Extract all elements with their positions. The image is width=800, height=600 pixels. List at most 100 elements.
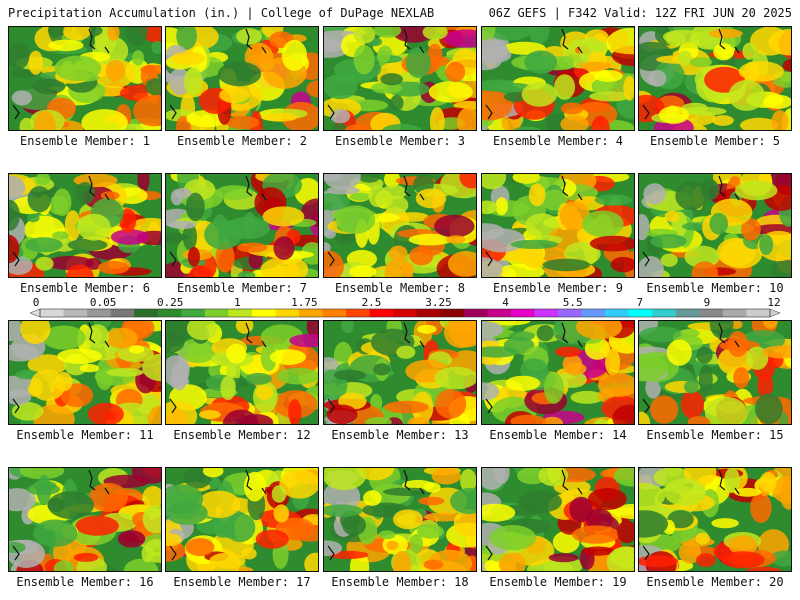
colorbar-swatch [393,309,418,317]
member-caption: Ensemble Member: 11 [16,428,154,442]
colorbar-swatch [534,309,559,317]
colorbar-tick-label: 1.75 [291,297,318,309]
ensemble-panel: Ensemble Member: 12 [165,320,319,445]
ensemble-panel: Ensemble Member: 5 [638,26,792,151]
colorbar-swatch [40,309,65,317]
precip-map [481,320,635,425]
precip-map [638,26,792,131]
colorbar-swatch [369,309,394,317]
member-caption: Ensemble Member: 4 [492,134,624,148]
ensemble-panel: Ensemble Member: 20 [638,467,792,592]
colorbar-swatch [228,309,253,317]
precip-map [165,26,319,131]
colorbar-tick-label: 7 [636,297,643,309]
member-caption: Ensemble Member: 20 [646,575,784,589]
colorbar-swatch [558,309,583,317]
colorbar-swatch [581,309,606,317]
precip-map [323,320,477,425]
colorbar-tick-label: 0.05 [90,297,117,309]
colorbar-swatch [652,309,677,317]
ensemble-panel: Ensemble Member: 3 [323,26,477,151]
colorbar-tick-label: 1 [234,297,241,309]
precip-map [638,320,792,425]
precip-map [638,173,792,278]
colorbar-swatch [416,309,441,317]
colorbar-swatch [110,309,135,317]
colorbar-tick-label: 12 [767,297,780,309]
colorbar-border [39,308,771,318]
member-caption: Ensemble Member: 7 [176,281,308,295]
colorbar-arrow-left [30,308,41,318]
member-caption: Ensemble Member: 9 [492,281,624,295]
member-caption: Ensemble Member: 5 [649,134,781,148]
colorbar-swatch [322,309,347,317]
colorbar-swatch [346,309,371,317]
precip-map [165,173,319,278]
member-caption: Ensemble Member: 18 [331,575,469,589]
colorbar-swatch [299,309,324,317]
member-caption: Ensemble Member: 12 [173,428,311,442]
ensemble-panel: Ensemble Member: 4 [481,26,635,151]
precip-map [8,26,162,131]
ensemble-panel: Ensemble Member: 11 [8,320,162,445]
member-caption: Ensemble Member: 15 [646,428,784,442]
colorbar-legend: 0 0.05 0.25 1 1.75 2.5 3.25 4 5.5 7 9 12 [30,297,781,318]
precip-map [481,26,635,131]
ensemble-panel: Ensemble Member: 13 [323,320,477,445]
member-caption: Ensemble Member: 10 [646,281,784,295]
precip-map [165,320,319,425]
member-caption: Ensemble Member: 19 [489,575,627,589]
title-right: 06Z GEFS | F342 Valid: 12Z FRI JUN 20 20… [488,6,792,20]
precip-map [323,26,477,131]
colorbar-tick-label: 2.5 [362,297,382,309]
colorbar-swatch [722,309,747,317]
colorbar-swatch [204,309,229,317]
ensemble-panel: Ensemble Member: 15 [638,320,792,445]
ensemble-panel: Ensemble Member: 6 [8,173,162,298]
precip-map [638,467,792,572]
ensemble-panel: Ensemble Member: 19 [481,467,635,592]
precip-map [323,467,477,572]
precip-map [8,173,162,278]
colorbar-swatch [440,309,465,317]
colorbar-tick-label: 5.5 [563,297,583,309]
colorbar-swatch [181,309,206,317]
ensemble-panel: Ensemble Member: 18 [323,467,477,592]
colorbar-tick-label: 0.25 [157,297,184,309]
colorbar-swatch [134,309,159,317]
ensemble-panel: Ensemble Member: 2 [165,26,319,151]
colorbar-arrow-right [769,308,781,318]
member-caption: Ensemble Member: 14 [489,428,627,442]
member-caption: Ensemble Member: 8 [334,281,466,295]
colorbar-tick-label: 9 [704,297,711,309]
ensemble-panel: Ensemble Member: 9 [481,173,635,298]
colorbar-swatch [487,309,512,317]
colorbar-swatch [63,309,88,317]
member-caption: Ensemble Member: 6 [19,281,151,295]
precip-map [8,320,162,425]
precip-map [165,467,319,572]
member-caption: Ensemble Member: 13 [331,428,469,442]
colorbar-swatch [251,309,276,317]
colorbar-swatch [746,309,771,317]
precip-map [8,467,162,572]
colorbar-swatch [675,309,700,317]
member-caption: Ensemble Member: 2 [176,134,308,148]
member-caption: Ensemble Member: 1 [19,134,151,148]
colorbar-swatch [157,309,182,317]
precip-map [481,467,635,572]
colorbar-swatch [699,309,724,317]
ensemble-panel: Ensemble Member: 8 [323,173,477,298]
colorbar-swatch [87,309,112,317]
ensemble-panel: Ensemble Member: 14 [481,320,635,445]
ensemble-panel: Ensemble Member: 17 [165,467,319,592]
title-left: Precipitation Accumulation (in.) | Colle… [8,6,435,20]
member-caption: Ensemble Member: 3 [334,134,466,148]
precip-map [481,173,635,278]
ensemble-panel: Ensemble Member: 16 [8,467,162,592]
colorbar-swatch [605,309,630,317]
colorbar-tick-label: 0 [33,297,40,309]
colorbar-tick-label: 4 [502,297,509,309]
ensemble-panel: Ensemble Member: 10 [638,173,792,298]
ensemble-panel: Ensemble Member: 7 [165,173,319,298]
